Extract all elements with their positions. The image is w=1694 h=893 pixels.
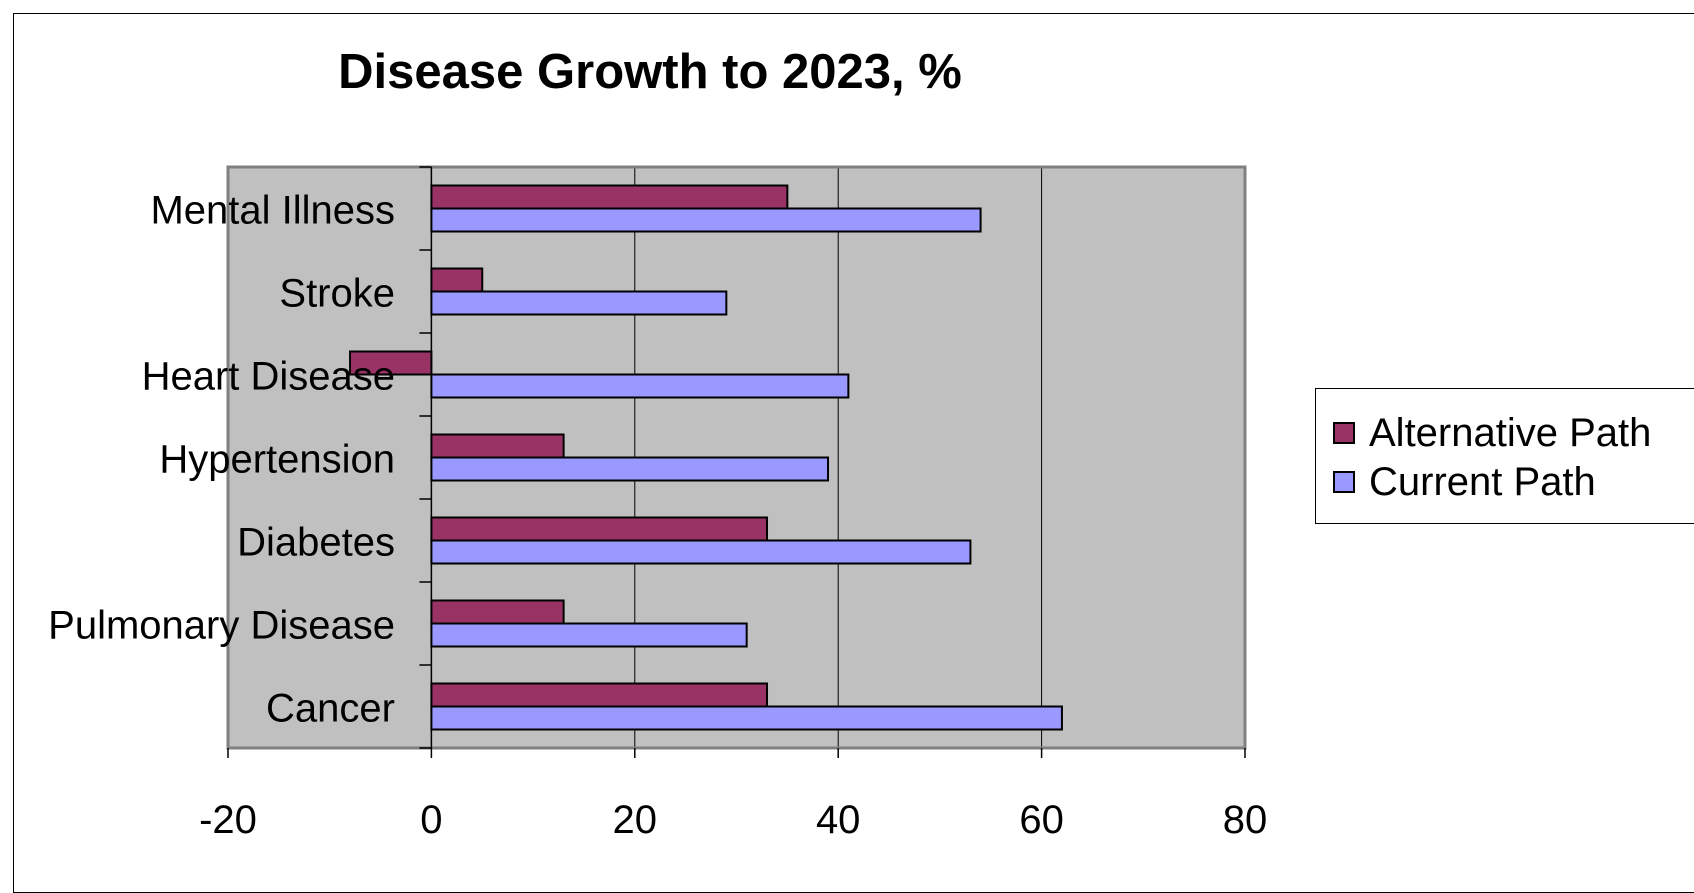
- bar-current: [430, 539, 972, 565]
- y-category-label: Mental Illness: [150, 189, 395, 233]
- legend: Alternative Path Current Path: [1315, 388, 1694, 524]
- bar-alternative: [430, 516, 769, 542]
- legend-swatch-current: [1333, 471, 1355, 493]
- legend-label-alternative: Alternative Path: [1369, 410, 1652, 455]
- chart-title: Disease Growth to 2023, %: [338, 45, 962, 99]
- bar-current: [430, 456, 830, 482]
- y-category-label: Pulmonary Disease: [48, 604, 395, 648]
- x-tick-label: 0: [420, 798, 442, 842]
- y-category-label: Stroke: [279, 272, 395, 316]
- bar-current: [430, 290, 728, 316]
- legend-label-current: Current Path: [1369, 459, 1596, 504]
- bar-current: [430, 373, 850, 399]
- bar-alternative: [430, 682, 769, 708]
- bar-alternative: [430, 433, 565, 459]
- bar-chart: -20 0 20 40 60 80 Cancer Pulmonary Disease Diabe…: [48, 165, 1268, 842]
- bar-current: [430, 622, 748, 648]
- bar-alternative: [430, 267, 484, 293]
- bar-current: [430, 207, 982, 233]
- bar-alternative: [349, 350, 433, 376]
- y-category-label: Cancer: [266, 687, 395, 731]
- bar-alternative: [430, 599, 565, 625]
- x-tick-label: 80: [1223, 798, 1268, 842]
- bar-current: [430, 705, 1063, 731]
- plot-border: [226, 165, 1247, 750]
- bar-alternative: [430, 184, 789, 210]
- x-tick-label: -20: [199, 798, 257, 842]
- x-tick-label: 60: [1019, 798, 1064, 842]
- legend-item-alternative: Alternative Path: [1333, 408, 1651, 458]
- legend-swatch-alternative: [1333, 422, 1355, 444]
- y-category-label: Diabetes: [237, 521, 395, 565]
- y-category-label: Hypertension: [159, 438, 395, 482]
- x-tick-label: 40: [816, 798, 861, 842]
- x-tick-label: 20: [613, 798, 658, 842]
- legend-item-current: Current Path: [1333, 457, 1596, 507]
- y-category-label: Heart Disease: [142, 355, 395, 399]
